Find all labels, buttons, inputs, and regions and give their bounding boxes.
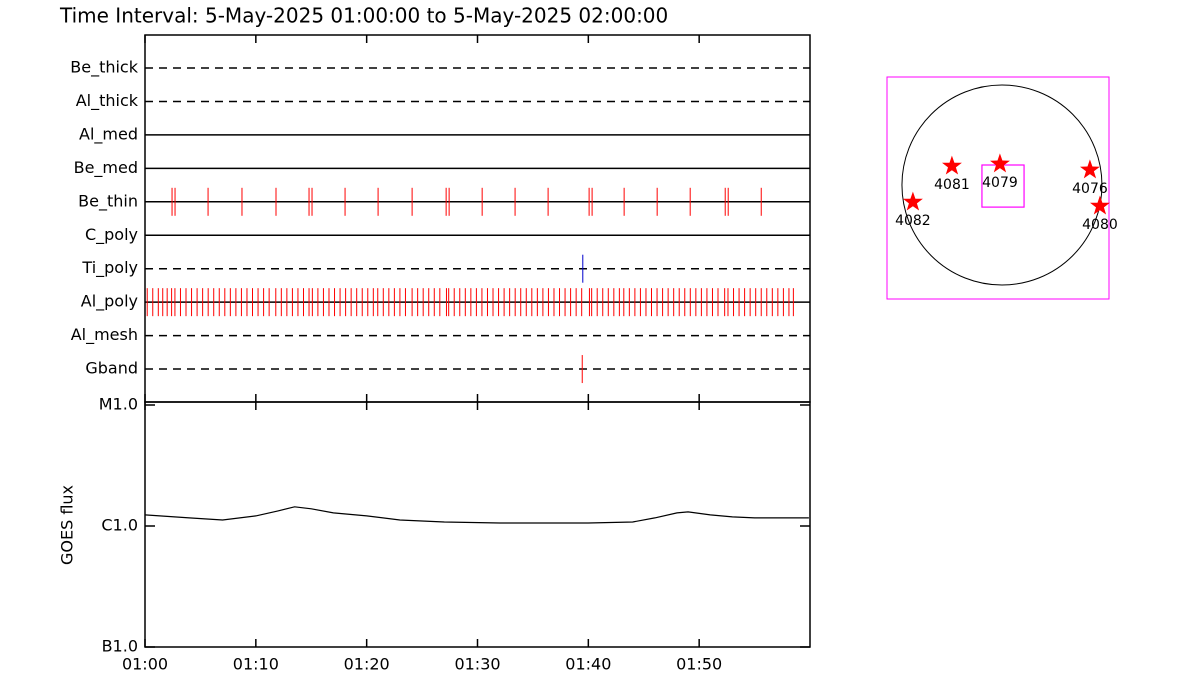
region-label: 4076 [1072, 181, 1108, 197]
x-tick-label: 01:10 [233, 655, 279, 674]
active-region-star [902, 191, 923, 211]
active-region-star [1090, 195, 1110, 215]
x-tick-label: 01:40 [565, 655, 611, 674]
solar-limb [901, 84, 1103, 286]
map-frame [886, 76, 1110, 300]
region-label: 4082 [895, 213, 931, 229]
title: Time Interval: 5-May-2025 01:00:00 to 5-… [59, 4, 668, 28]
row-label: Ti_poly [81, 258, 138, 278]
row-label: Al_mesh [71, 325, 138, 345]
y-axis-label: GOES flux [58, 485, 77, 565]
row-label: C_poly [85, 225, 138, 245]
y-tick-label: C1.0 [101, 516, 138, 535]
y-tick-label: B1.0 [102, 637, 138, 656]
active-region-star [942, 155, 962, 175]
x-tick-label: 01:20 [344, 655, 390, 674]
row-label: Al_poly [81, 292, 138, 312]
goes-flux-line [144, 506, 809, 524]
active-region-star [990, 153, 1010, 173]
active-region-star [1080, 159, 1100, 179]
row-label: Be_med [74, 158, 138, 178]
region-label: 4081 [934, 177, 970, 193]
row-label: Be_thin [78, 191, 138, 211]
row-label: Be_thick [70, 58, 138, 78]
row-label: Al_thick [76, 91, 139, 111]
region-label: 4080 [1082, 217, 1118, 233]
row-label: Gband [85, 359, 138, 378]
y-tick-label: M1.0 [99, 395, 138, 414]
x-tick-label: 01:00 [122, 655, 168, 674]
x-tick-label: 01:50 [676, 655, 722, 674]
row-label: Al_med [79, 124, 138, 144]
region-label: 4079 [982, 175, 1018, 191]
x-tick-label: 01:30 [454, 655, 500, 674]
